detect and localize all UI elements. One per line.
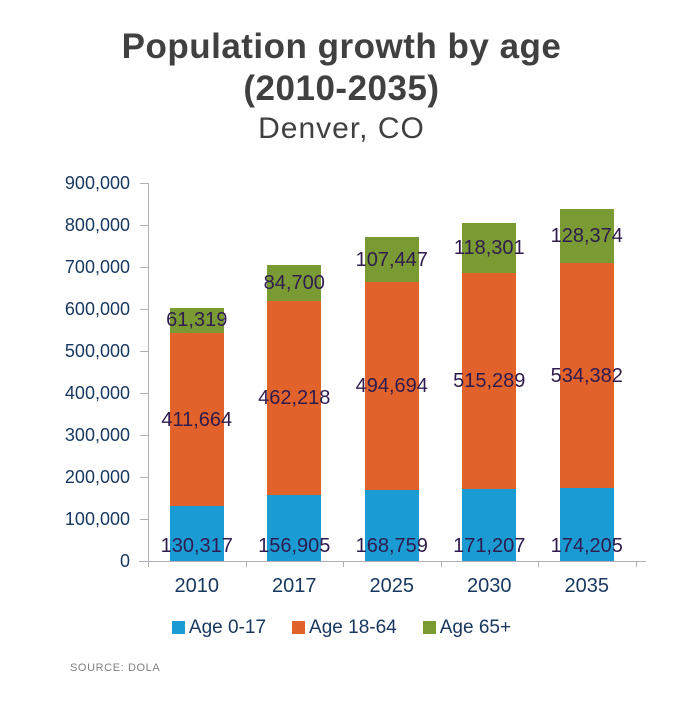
legend-swatch-icon — [171, 621, 185, 634]
y-axis-tick — [140, 183, 148, 184]
y-axis-tick — [140, 225, 148, 226]
x-axis-category-label: 2035 — [564, 575, 610, 597]
chart-subtitle: Denver, CO — [258, 112, 425, 145]
x-axis-category-label: 2010 — [174, 575, 220, 597]
value-label-age-0-17: 171,207 — [453, 535, 526, 557]
y-axis-tick-label: 600,000 — [64, 299, 130, 319]
x-axis-category-label: 2017 — [272, 575, 317, 597]
bar-segment-age-18-64 — [169, 333, 224, 507]
legend-label: Age 18-64 — [309, 617, 397, 638]
x-axis-tick — [148, 561, 149, 567]
bar-segment-age-18-64 — [364, 282, 419, 491]
bar-segment-age-18-64 — [267, 300, 322, 496]
x-axis-tick — [635, 561, 637, 567]
legend-swatch-icon — [422, 621, 436, 634]
chart-title-line1: Population growth by age — [121, 27, 562, 66]
value-label-age-18-64: 411,664 — [161, 408, 233, 431]
bar-segment-age-65- — [169, 307, 224, 334]
value-label-age-0-17: 168,759 — [355, 535, 428, 557]
y-axis-tick — [140, 351, 148, 352]
legend-item: Age 65+ — [422, 617, 512, 639]
value-label-age-65-: 84,700 — [263, 272, 325, 295]
value-label-age-65-: 107,447 — [355, 248, 428, 271]
y-axis-tick — [140, 309, 148, 310]
bar-segment-age-0-17 — [267, 495, 322, 561]
x-axis-tick — [538, 561, 539, 567]
bar-segment-age-65- — [559, 209, 614, 264]
value-label-age-18-64: 462,218 — [258, 387, 331, 410]
y-axis-tick-label: 100,000 — [64, 509, 130, 529]
chart-title-line2: (2010-2035) — [243, 69, 440, 108]
title-block: Population growth by age (2010-2035) Den… — [0, 26, 683, 148]
value-label-age-0-17: 130,317 — [160, 535, 233, 557]
x-axis-tick — [343, 561, 344, 567]
y-axis-tick — [140, 393, 148, 394]
bar-segment-age-18-64 — [559, 263, 614, 488]
value-label-age-0-17: 156,905 — [258, 535, 331, 557]
bar-segment-age-0-17 — [364, 490, 419, 561]
value-label-age-18-64: 534,382 — [550, 364, 623, 387]
x-axis-category-label: 2025 — [369, 575, 415, 597]
value-label-age-18-64: 494,694 — [355, 375, 428, 398]
legend-item: Age 0-17 — [171, 617, 267, 639]
y-axis-tick-label: 500,000 — [64, 341, 130, 361]
y-axis-tick-label: 200,000 — [64, 467, 130, 487]
y-axis-tick-label: 400,000 — [64, 383, 130, 403]
bar-segment-age-0-17 — [462, 489, 517, 561]
value-label-age-0-17: 174,205 — [550, 535, 623, 557]
y-axis-tick — [140, 519, 148, 520]
bar-segment-age-0-17 — [559, 487, 614, 561]
legend-item: Age 18-64 — [292, 617, 397, 639]
legend: Age 0-17 Age 18-64 Age 65+ — [0, 617, 683, 639]
value-label-age-65-: 118,301 — [453, 236, 525, 259]
source-note: SOURCE: DOLA — [70, 662, 161, 674]
bar-segment-age-65- — [462, 222, 517, 273]
legend-label: Age 0-17 — [188, 617, 267, 638]
y-axis-tick-label: 700,000 — [64, 257, 130, 277]
x-axis-line — [139, 561, 646, 562]
value-label-age-18-64: 515,289 — [453, 369, 526, 392]
x-axis-category-label: 2030 — [467, 575, 512, 597]
y-axis-tick-label: 800,000 — [64, 215, 130, 235]
bar-segment-age-0-17 — [169, 506, 224, 561]
bar-segment-age-65- — [364, 237, 419, 283]
x-axis-tick — [440, 561, 442, 567]
legend-swatch-icon — [292, 621, 306, 634]
x-axis-tick — [245, 561, 247, 567]
y-axis-line — [148, 183, 149, 561]
legend-label: Age 65+ — [439, 617, 512, 638]
y-axis-tick-label: 0 — [119, 551, 130, 571]
y-axis-tick — [140, 561, 148, 562]
value-label-age-65-: 61,319 — [166, 309, 228, 332]
y-axis-tick — [140, 477, 148, 478]
y-axis-tick — [140, 267, 148, 268]
y-axis-tick — [140, 435, 148, 436]
y-axis-tick-label: 300,000 — [64, 425, 130, 445]
y-axis-tick-label: 900,000 — [64, 173, 130, 193]
bar-segment-age-18-64 — [462, 272, 517, 490]
bar-segment-age-65- — [267, 265, 322, 301]
value-label-age-65-: 128,374 — [550, 225, 623, 248]
